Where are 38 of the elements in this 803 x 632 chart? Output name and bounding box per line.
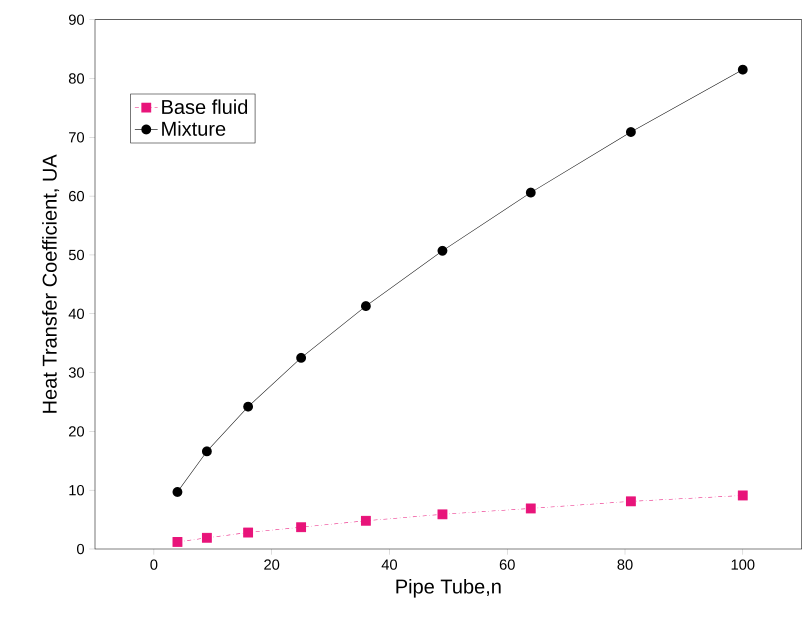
y-tick-label: 50 [68,250,84,260]
point [738,490,748,500]
point [172,537,182,547]
y-tick-label: 80 [68,73,84,84]
point [243,402,254,412]
point [526,503,536,514]
point [202,532,212,543]
point [243,528,254,538]
x-tick-label: 0 [150,559,158,570]
point [360,516,371,526]
point [626,127,636,137]
point [172,487,182,497]
point [438,246,448,256]
y-axis-title: Heat Transfer Coefficient, UA [42,154,60,413]
x-tick-label: 20 [264,559,280,570]
y-tick-label: 70 [69,132,84,142]
x-tick-label: 80 [617,559,633,570]
x-axis-title: Pipe Tube,n [396,578,501,598]
y-tick-label: 20 [69,426,84,437]
point [360,301,371,312]
legend-label: Mixture [162,121,226,136]
y-tick-label: 90 [68,14,84,25]
point [526,188,536,198]
y-tick-label: 10 [69,485,84,496]
y-tick-label: 0 [77,544,84,554]
point [626,496,636,506]
x-tick-label: 40 [382,559,398,570]
point [296,352,306,363]
y-tick-label: 60 [69,190,84,202]
x-tick-label: 100 [732,559,754,570]
point [438,509,448,520]
y-tick-label: 40 [68,308,84,319]
x-tick-label: 60 [500,559,515,570]
y-tick-label: 30 [68,367,84,378]
point [202,446,212,456]
point [296,522,306,532]
legend-label: Base fluid [162,99,248,114]
point [738,64,748,75]
